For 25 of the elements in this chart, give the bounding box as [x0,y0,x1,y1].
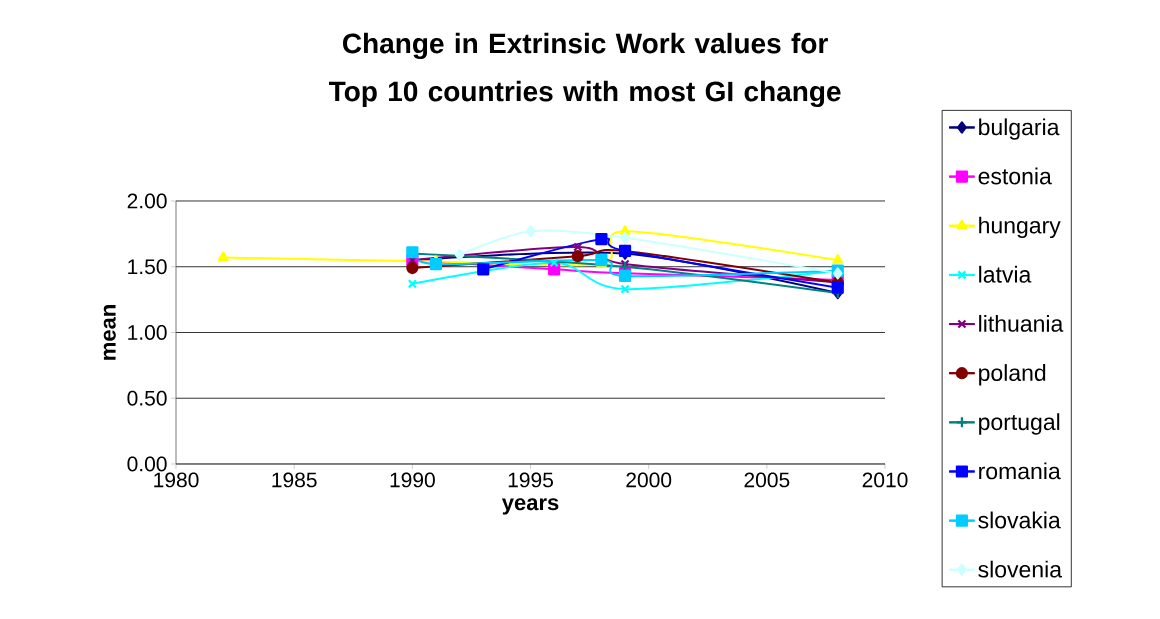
x-tick-label: 1985 [272,472,317,488]
y-tick-label: 1.50 [128,259,167,275]
legend-label: lithuania [979,314,1064,332]
legend-label: hungary [979,216,1061,239]
y-tick-label: 2.00 [127,193,167,209]
legend-label: slovakia [978,511,1061,529]
legend-label: portugal [979,413,1060,435]
y-tick-label: 0.50 [127,390,167,406]
legend-label: latvia [979,265,1032,283]
x-tick-label: 1995 [508,472,553,488]
x-tick-label: 1990 [390,472,435,488]
legend-label: bulgaria [979,118,1060,140]
y-axis-title: mean [103,305,116,360]
y-tick-label: 0.00 [127,456,167,472]
legend-label: slovenia [978,560,1063,578]
x-tick-label: 1980 [154,472,199,488]
legend-label: romania [979,462,1061,480]
x-axis-title: years [501,498,559,515]
legend-label: poland [979,364,1046,386]
x-tick-label: 2000 [626,472,672,488]
x-tick-label: 2010 [862,472,908,488]
y-tick-label: 1.00 [128,325,167,340]
x-tick-label: 2005 [744,472,790,488]
legend-label: estonia [978,167,1052,185]
chart-title: Change in Extrinsic Work values for Top 10 countries with most GI change [328,32,841,108]
